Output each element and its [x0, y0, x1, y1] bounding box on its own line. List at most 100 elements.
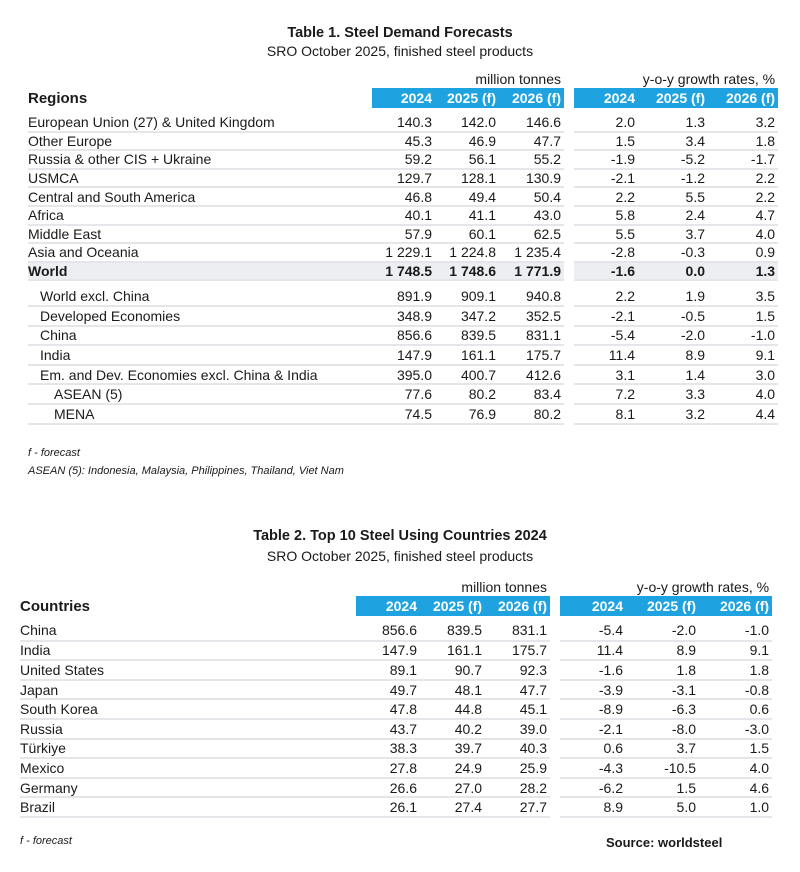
tonnes-value: 147.9 — [372, 345, 435, 366]
row-label: World — [28, 261, 372, 282]
tonnes-value: 43.0 — [499, 205, 565, 226]
growth-value: 5.5 — [574, 224, 639, 245]
row-label: Africa — [28, 205, 372, 226]
gap — [564, 132, 574, 151]
growth-value: -1.7 — [708, 150, 779, 170]
growth-value: 1.8 — [708, 131, 779, 152]
growth-value: 11.4 — [560, 640, 627, 662]
tonnes-value: 856.6 — [372, 325, 435, 347]
row-label: ASEAN (5) — [28, 384, 372, 405]
table-row: World 1 748.5 1 748.6 1 771.9 -1.6 0.0 1.3 — [28, 261, 779, 282]
growth-value: -2.8 — [574, 243, 639, 263]
growth-value: 5.8 — [574, 205, 639, 226]
gap — [550, 797, 560, 817]
table-row: China 856.6 839.5 831.1 -5.4 -2.0 -1.0 — [20, 621, 773, 642]
column-header: 2024 — [372, 88, 435, 108]
table-row: MENA 74.5 76.9 80.2 8.1 3.2 4.4 — [28, 403, 779, 425]
tonnes-value: 46.9 — [435, 131, 499, 152]
tonnes-value: 60.1 — [435, 224, 499, 245]
top-countries-table: million tonnes y-o-y growth rates, % Count… — [20, 578, 773, 818]
tonnes-value: 26.6 — [356, 777, 420, 799]
table2-title: Table 2. Top 10 Steel Using Countries 20… — [253, 528, 547, 544]
growth-value: 2.0 — [574, 113, 639, 133]
growth-value: 4.7 — [708, 205, 779, 226]
tonnes-value: 412.6 — [499, 364, 565, 386]
tonnes-value: 831.1 — [485, 621, 551, 642]
growth-value: 2.2 — [708, 187, 779, 207]
table1-subtitle: SRO October 2025, finished steel product… — [266, 43, 534, 59]
growth-value: 8.9 — [560, 797, 627, 818]
tonnes-value: 142.0 — [435, 113, 499, 133]
tonnes-value: 25.9 — [485, 758, 551, 779]
column-header: 2025 (f) — [626, 596, 700, 616]
growth-value: 5.5 — [638, 187, 709, 207]
row-label: Russia & other CIS + Ukraine — [28, 150, 372, 170]
column-header: 2026 (f) — [708, 88, 779, 108]
tonnes-value: 940.8 — [499, 286, 565, 307]
tonnes-value: 147.9 — [356, 640, 420, 662]
gap — [550, 778, 560, 798]
row-label: Brazil — [20, 797, 356, 818]
growth-value: 1.5 — [708, 305, 779, 327]
growth-value: -2.0 — [626, 621, 700, 642]
growth-value: 8.1 — [574, 403, 639, 425]
table-row: Mexico 27.8 24.9 25.9 -4.3 -10.5 4.0 — [20, 758, 773, 779]
gap — [564, 88, 574, 108]
gap — [550, 719, 560, 739]
row-label: India — [28, 345, 372, 366]
gap — [550, 739, 560, 759]
column-header: 2025 (f) — [638, 88, 709, 108]
row-label: Other Europe — [28, 131, 372, 152]
gap — [564, 70, 574, 88]
tonnes-value: 146.6 — [499, 113, 565, 133]
tonnes-value: 62.5 — [499, 224, 565, 245]
forecast-note: f - forecast — [28, 447, 80, 459]
tonnes-value: 1 771.9 — [499, 261, 565, 282]
column-header: 2026 (f) — [485, 596, 551, 616]
gap — [550, 596, 560, 616]
tonnes-value: 45.1 — [485, 699, 551, 720]
header-row: Countries 2024 2025 (f) 2026 (f) 2024 2025 (f… — [20, 596, 773, 616]
table2-subtitle: SRO October 2025, finished steel product… — [266, 548, 534, 564]
growth-value: -8.0 — [626, 718, 700, 740]
growth-value: 3.1 — [574, 364, 639, 386]
tonnes-value: 128.1 — [435, 168, 499, 189]
growth-value: -2.1 — [574, 168, 639, 189]
growth-value: 3.7 — [626, 738, 700, 760]
tonnes-value: 347.2 — [435, 305, 499, 327]
table-row: Middle East 57.9 60.1 62.5 5.5 3.7 4.0 — [28, 224, 779, 245]
column-header: 2026 (f) — [699, 596, 773, 616]
label-header: Regions — [28, 89, 88, 107]
units-row: million tonnes y-o-y growth rates, % — [28, 70, 778, 88]
gap — [564, 169, 574, 188]
growth-value: -1.6 — [574, 261, 639, 282]
row-label: China — [28, 325, 372, 347]
gap — [564, 243, 574, 262]
tonnes-value: 24.9 — [420, 758, 485, 779]
growth-value: -6.3 — [626, 699, 700, 720]
tonnes-value: 76.9 — [435, 403, 499, 425]
tonnes-value: 41.1 — [435, 205, 499, 226]
row-label: Asia and Oceania — [28, 243, 372, 263]
growth-value: 2.2 — [708, 168, 779, 189]
tonnes-value: 891.9 — [372, 286, 435, 307]
tonnes-value: 28.2 — [485, 777, 551, 799]
column-header: 2024 — [574, 88, 639, 108]
tonnes-value: 400.7 — [435, 364, 499, 386]
gap — [564, 384, 574, 404]
gap — [564, 365, 574, 385]
growth-value: 8.9 — [626, 640, 700, 662]
tonnes-value: 161.1 — [420, 640, 485, 662]
growth-value: 4.6 — [699, 777, 773, 799]
growth-value: -5.2 — [638, 150, 709, 170]
gap — [550, 578, 560, 596]
growth-value: 3.3 — [638, 384, 709, 405]
tonnes-value: 40.2 — [420, 718, 485, 740]
growth-value: 8.9 — [638, 345, 709, 366]
tonnes-value: 49.4 — [435, 187, 499, 207]
row-label: Mexico — [20, 758, 356, 779]
table-row: Africa 40.1 41.1 43.0 5.8 2.4 4.7 — [28, 205, 779, 226]
tonnes-value: 909.1 — [435, 286, 499, 307]
row-label: Em. and Dev. Economies excl. China & Ind… — [28, 364, 372, 386]
tonnes-value: 839.5 — [435, 325, 499, 347]
